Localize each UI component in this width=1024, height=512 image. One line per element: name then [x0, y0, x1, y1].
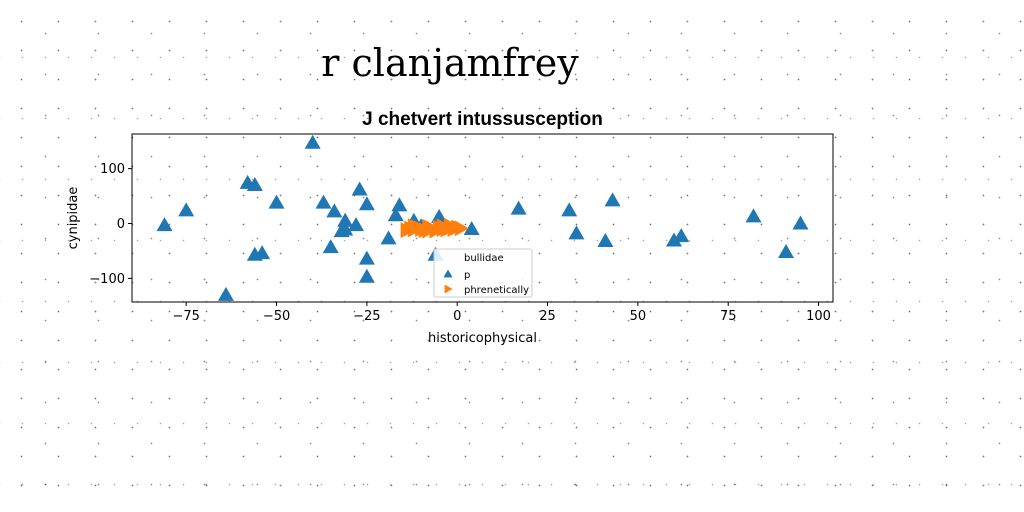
y-tick-label: −100 — [89, 272, 125, 287]
blue-point — [568, 225, 584, 239]
x-tick-label: 75 — [720, 309, 737, 324]
legend-title: bullidae — [464, 253, 504, 264]
legend: bullidae p phrenetically — [434, 249, 532, 297]
blue-point — [746, 208, 762, 222]
blue-point — [316, 195, 332, 209]
x-tick-label: 50 — [630, 309, 647, 324]
blue-point — [359, 269, 375, 283]
blue-point — [597, 233, 613, 247]
x-tick-label: −50 — [263, 309, 290, 324]
blue-point — [359, 196, 375, 210]
x-tick-label: −25 — [353, 309, 380, 324]
y-tick-label: 100 — [100, 162, 125, 177]
blue-point — [218, 287, 234, 301]
blue-point — [792, 215, 808, 229]
blue-point — [778, 244, 794, 258]
blue-point — [561, 202, 577, 216]
legend-entry-label: p — [464, 270, 470, 281]
y-axis-label: cynipidae — [66, 187, 81, 250]
blue-point — [352, 181, 368, 195]
blue-point — [305, 135, 321, 149]
x-tick-label: 100 — [806, 309, 831, 324]
blue-point — [511, 201, 527, 215]
blue-point — [391, 197, 407, 211]
y-tick-label: 0 — [117, 217, 125, 232]
blue-point — [605, 192, 621, 206]
legend-entry-label: phrenetically — [464, 285, 529, 296]
blue-point — [381, 230, 397, 244]
blue-point — [269, 195, 285, 209]
blue-point — [157, 217, 173, 231]
x-tick-label: 25 — [539, 309, 556, 324]
x-tick-label: 0 — [453, 309, 461, 324]
blue-point — [673, 228, 689, 242]
x-axis-label: historicophysical — [428, 331, 537, 346]
blue-point — [178, 202, 194, 216]
x-tick-label: −75 — [172, 309, 199, 324]
blue-point — [359, 251, 375, 265]
blue-point — [323, 239, 339, 253]
chart-title: J chetvert intussusception — [362, 109, 603, 130]
